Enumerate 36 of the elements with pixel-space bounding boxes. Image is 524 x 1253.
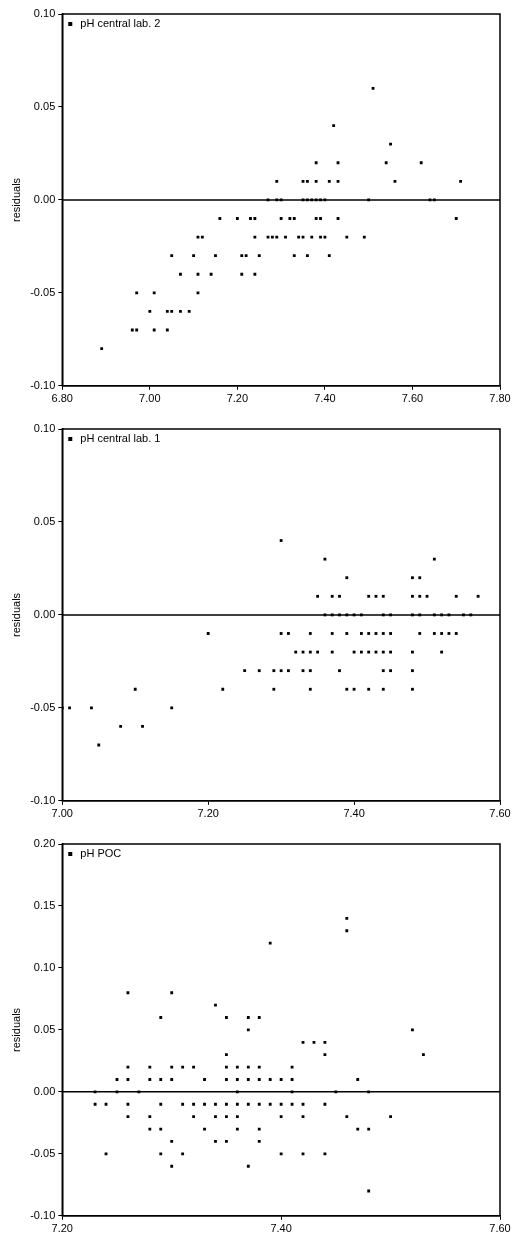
y-tick-label: 0.10	[33, 7, 56, 20]
x-tick-label: 7.40	[314, 392, 336, 405]
x-tick-label: 7.20	[226, 392, 249, 405]
y-tick-label: -0.05	[30, 700, 56, 713]
y-tick-label: 0.05	[33, 514, 56, 527]
x-tick-label: 7.00	[139, 392, 161, 405]
legend-label: pH POC	[80, 847, 122, 860]
y-tick-label: 0.00	[33, 1084, 56, 1097]
y-tick-label: 0.00	[33, 192, 56, 205]
y-tick-label: -0.05	[30, 1146, 56, 1159]
y-tick-label: -0.10	[30, 378, 56, 391]
x-tick-label: 7.60	[489, 807, 511, 820]
y-tick-label: 0.15	[33, 899, 56, 911]
x-tick-label: 7.00	[51, 807, 73, 820]
y-tick-label: -0.05	[30, 285, 56, 298]
y-tick-label: 0.00	[33, 607, 56, 620]
y-tick-label: -0.10	[30, 793, 56, 806]
legend-label: pH central lab. 1	[80, 432, 161, 445]
x-tick-label: 7.20	[51, 1222, 73, 1235]
x-tick-label: 7.40	[270, 1222, 292, 1235]
y-tick-label: 0.10	[33, 422, 56, 435]
x-tick-label: 7.80	[489, 392, 511, 405]
y-axis-title: residuals	[9, 1007, 22, 1052]
x-tick-label: 7.60	[489, 1222, 511, 1235]
legend-label: pH central lab. 2	[80, 17, 161, 30]
y-tick-label: 0.10	[33, 960, 56, 973]
y-axis-title: residuals	[9, 177, 22, 222]
x-tick-label: 7.20	[197, 807, 219, 820]
y-tick-label: 0.05	[33, 1022, 56, 1035]
x-tick-label: 7.40	[343, 807, 365, 820]
x-tick-label: 6.80	[51, 392, 73, 405]
x-tick-label: 7.60	[401, 392, 424, 405]
y-tick-label: -0.10	[30, 1208, 56, 1221]
y-tick-label: 0.20	[33, 837, 56, 850]
y-axis-title: residuals	[9, 592, 22, 637]
y-tick-label: 0.05	[33, 99, 56, 112]
